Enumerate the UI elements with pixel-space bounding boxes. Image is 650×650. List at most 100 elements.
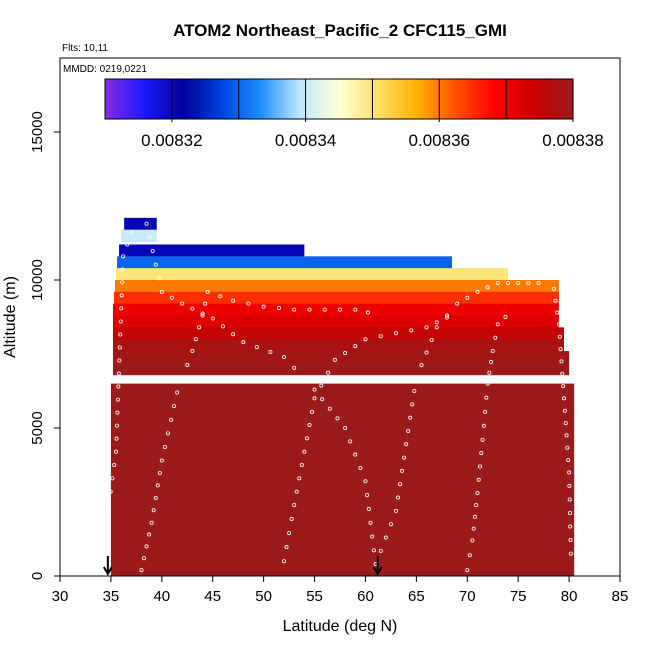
track-point <box>156 276 161 281</box>
track-point <box>180 376 185 381</box>
track-point <box>555 310 560 315</box>
track-point <box>108 489 113 494</box>
x-tick-label: 75 <box>510 588 527 605</box>
track-point <box>153 495 158 500</box>
track-point <box>294 489 299 494</box>
track-point <box>465 568 470 573</box>
track-point <box>322 307 327 312</box>
colorbar-gradient <box>104 78 574 120</box>
x-tick-label: 55 <box>306 588 323 605</box>
heatmap-band <box>112 315 559 328</box>
track-point <box>203 301 208 306</box>
track-point <box>471 526 476 531</box>
track-point <box>419 363 424 368</box>
track-point <box>312 396 317 401</box>
track-point <box>567 497 572 502</box>
track-point <box>292 307 297 312</box>
track-point <box>348 439 353 444</box>
track-point <box>116 371 121 376</box>
heatmap-band <box>117 256 452 269</box>
track-point <box>503 314 508 319</box>
track-point <box>159 289 164 294</box>
track-point <box>200 313 205 318</box>
track-point <box>410 402 415 407</box>
track-point <box>118 319 123 324</box>
track-point <box>477 464 482 469</box>
heatmap-band <box>112 303 559 317</box>
track-point <box>180 301 185 306</box>
track-point <box>343 425 348 430</box>
track-point <box>155 483 160 488</box>
track-point <box>516 280 521 285</box>
track-point <box>475 491 480 496</box>
track-point <box>404 442 409 447</box>
track-point <box>168 417 173 422</box>
track-point <box>115 410 120 415</box>
track-point <box>144 544 149 549</box>
track-point <box>129 230 134 235</box>
heatmap-band <box>112 362 570 376</box>
track-point <box>287 531 292 536</box>
track-point <box>254 345 259 350</box>
heatmap-bulk <box>110 383 575 576</box>
track-point <box>408 415 413 420</box>
track-point <box>162 444 167 449</box>
track-point <box>556 322 561 327</box>
track-point <box>485 285 490 290</box>
track-point <box>393 331 398 336</box>
track-point <box>114 436 119 441</box>
track-point <box>261 304 266 309</box>
track-point <box>493 335 498 340</box>
plot-frame <box>59 57 621 577</box>
flight-track-markers <box>106 221 573 573</box>
track-point <box>479 451 484 456</box>
heatmap <box>110 217 575 576</box>
track-point <box>120 267 125 272</box>
track-point <box>200 311 205 316</box>
colorbar-tick-label: 0.00836 <box>409 131 470 150</box>
track-point <box>353 452 358 457</box>
arrow-head <box>102 566 113 577</box>
track-point <box>326 370 331 375</box>
track-point <box>110 476 115 481</box>
track-point <box>467 553 472 558</box>
track-point <box>125 242 130 247</box>
track-point <box>371 548 376 553</box>
track-point <box>276 306 281 311</box>
colorbar-ticks: 0.00832 0.00834 0.00836 0.00838 <box>141 79 604 150</box>
track-point <box>378 334 383 339</box>
heatmap-band <box>124 217 157 231</box>
track-point <box>424 350 429 355</box>
track-point <box>309 409 314 414</box>
track-point <box>175 390 180 395</box>
track-point <box>112 462 117 467</box>
track-point <box>472 514 477 519</box>
track-point <box>561 384 566 389</box>
track-point <box>353 307 358 312</box>
track-point <box>568 538 573 543</box>
track-point <box>327 406 332 411</box>
track-point <box>307 423 312 428</box>
track-point <box>149 520 154 525</box>
track-point <box>304 436 309 441</box>
track-point <box>312 387 317 392</box>
track-point <box>396 495 401 500</box>
track-point <box>332 357 337 362</box>
track-point <box>190 349 195 354</box>
track-point <box>378 548 383 553</box>
track-point <box>353 344 358 349</box>
track-point <box>475 289 480 294</box>
track-point <box>115 397 120 402</box>
y-tick-label: 10000 <box>29 259 46 301</box>
colorbar-tick-label: 0.00838 <box>542 131 603 150</box>
x-tick-label: 50 <box>255 588 272 605</box>
track-point <box>144 221 149 226</box>
track-point <box>393 508 398 513</box>
x-tick-label: 60 <box>357 588 374 605</box>
heatmap-band <box>112 351 570 364</box>
track-point <box>480 437 485 442</box>
track-point <box>558 347 563 352</box>
track-point <box>157 470 162 475</box>
track-point <box>114 423 119 428</box>
